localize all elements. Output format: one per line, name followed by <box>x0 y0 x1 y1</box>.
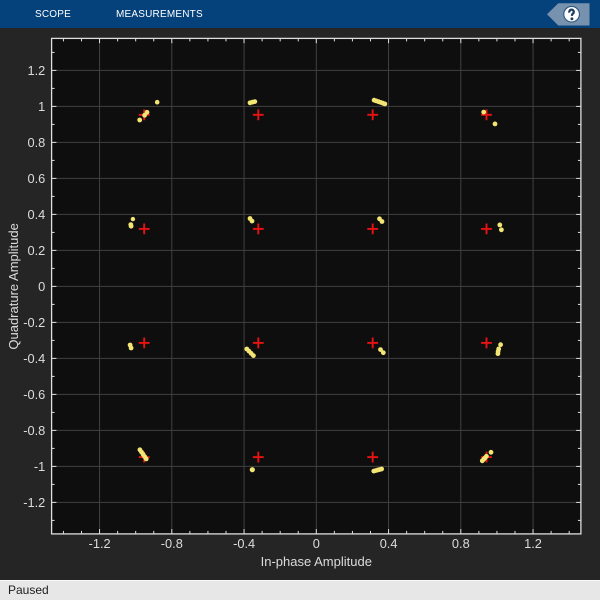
svg-text:-0.4: -0.4 <box>23 351 45 366</box>
svg-text:-0.8: -0.8 <box>161 536 183 551</box>
svg-text:0.4: 0.4 <box>380 536 398 551</box>
svg-text:-0.6: -0.6 <box>23 387 45 402</box>
svg-text:-0.4: -0.4 <box>233 536 255 551</box>
svg-text:-1: -1 <box>34 459 45 474</box>
svg-text:-0.2: -0.2 <box>23 315 45 330</box>
svg-text:0.4: 0.4 <box>28 207 46 222</box>
svg-text:1: 1 <box>38 99 45 114</box>
svg-text:0: 0 <box>313 536 320 551</box>
svg-text:0.8: 0.8 <box>28 135 46 150</box>
svg-text:0: 0 <box>38 279 45 294</box>
svg-text:Quadrature Amplitude: Quadrature Amplitude <box>6 223 21 349</box>
svg-text:0.2: 0.2 <box>28 243 46 258</box>
svg-text:-0.8: -0.8 <box>23 423 45 438</box>
svg-text:-1.2: -1.2 <box>23 495 45 510</box>
svg-text:0.8: 0.8 <box>452 536 470 551</box>
svg-text:0.6: 0.6 <box>28 171 46 186</box>
svg-text:1.2: 1.2 <box>524 536 542 551</box>
svg-text:In-phase Amplitude: In-phase Amplitude <box>261 554 372 569</box>
svg-text:-1.2: -1.2 <box>89 536 111 551</box>
svg-text:1.2: 1.2 <box>28 63 46 78</box>
